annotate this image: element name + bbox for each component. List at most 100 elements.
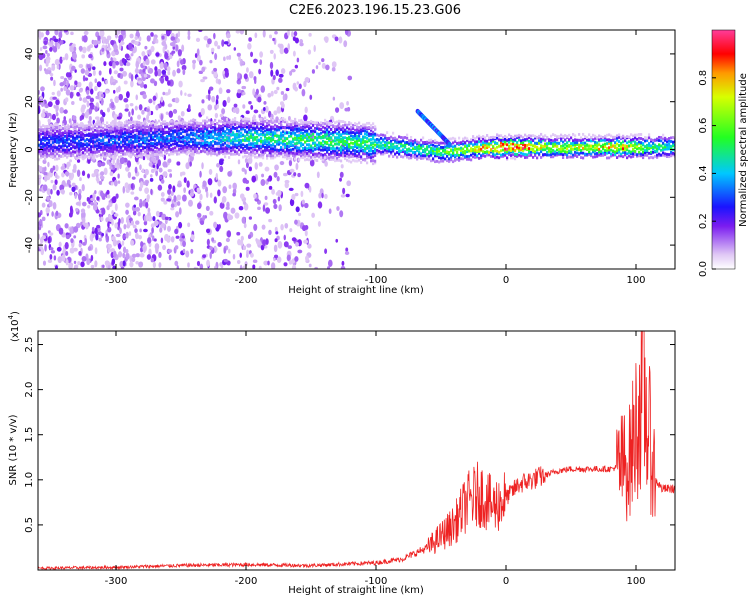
spectrogram-cell (400, 140, 403, 144)
spectrogram-cell (350, 160, 353, 164)
spectrogram-cell (202, 254, 207, 258)
spectrogram-cell (116, 145, 119, 149)
spectrogram-cell (486, 141, 489, 145)
spectrogram-cell (154, 138, 157, 142)
spectrogram-cell (135, 261, 139, 265)
spectrogram-cell (166, 235, 171, 243)
spectrogram-cell (268, 154, 271, 157)
spectrogram-cell (148, 147, 151, 151)
spectrogram-cell (154, 131, 157, 135)
spectrogram-cell (304, 202, 309, 209)
spectrogram-cell (237, 72, 241, 79)
spectrogram-cell (307, 49, 312, 55)
spectrogram-cell (254, 162, 258, 170)
spectrogram-cell (223, 56, 226, 62)
spectrogram-cell (462, 137, 465, 141)
spectrogram-cell (608, 133, 611, 137)
spectrogram-cell (178, 128, 181, 132)
spectrogram-cell (448, 150, 451, 154)
spectrogram-cell (190, 128, 193, 131)
spectrogram-cell (618, 154, 621, 158)
spectrogram-cell (148, 162, 153, 167)
spectrogram-cell (384, 140, 387, 144)
spectrogram-cell (288, 159, 293, 167)
spectrogram-cell (207, 38, 212, 45)
spectrogram-cell (306, 122, 309, 126)
spectrogram-cell (616, 156, 619, 159)
spectrogram-cell (236, 132, 239, 136)
spectrogram-cell (122, 123, 125, 127)
spectrogram-cell (300, 154, 303, 158)
spectrogram-cell (236, 231, 241, 236)
spectrogram-cell (248, 166, 252, 172)
spectrogram-cell (213, 32, 216, 40)
spectrogram-cell (82, 125, 85, 128)
spectrogram-cell (284, 181, 289, 189)
spectrogram-cell (344, 30, 349, 36)
spectrogram-cell (296, 81, 300, 85)
spectrogram-cell (232, 125, 235, 129)
spectrogram-cell (182, 68, 186, 76)
spectrogram-cell (344, 123, 347, 127)
spectrogram-cell (250, 134, 253, 138)
spectrogram-cell (492, 137, 495, 141)
spectrogram-cell (402, 150, 405, 154)
spectrogram-cell (158, 167, 163, 173)
spectrogram-cell (430, 159, 433, 163)
spectrogram-cell (276, 141, 279, 145)
spectrogram-cell (117, 243, 122, 250)
spectrogram-cell (253, 223, 258, 231)
spectrogram-cell (488, 153, 491, 157)
spectrogram-cell (178, 126, 181, 130)
spectrogram-cell (324, 160, 328, 167)
spectrogram-cell (470, 147, 473, 151)
spectrogram-cell (287, 43, 290, 51)
spectrogram-cell (44, 127, 47, 131)
spectrogram-cell (136, 144, 139, 148)
spectrogram-cell (374, 161, 377, 165)
spectrogram-cell (292, 151, 295, 155)
spectrogram-cell (74, 138, 77, 142)
spectrogram-cell (474, 156, 477, 159)
spectrogram-cell (277, 241, 283, 249)
spectrogram-cell (484, 150, 487, 154)
spectrogram-cell (226, 89, 231, 94)
spectrogram-cell (195, 37, 201, 42)
spectrogram-cell (168, 130, 171, 134)
spectrogram-cell (68, 184, 72, 188)
spectrogram-cell (122, 139, 125, 143)
spectrogram-cell (342, 138, 345, 141)
spectrogram-cell (301, 199, 305, 205)
spectrogram-cell (108, 146, 111, 150)
spectrogram-cell (306, 137, 309, 141)
spectrogram-cell (554, 152, 557, 156)
spectrogram-cell (312, 141, 315, 145)
spectrogram-cell (211, 70, 215, 75)
spectrogram-cell (50, 128, 53, 132)
spectrogram-cell (100, 97, 104, 106)
spectrogram-cell (530, 134, 533, 138)
spectrogram-cell (312, 129, 315, 133)
spectrogram-cell (256, 155, 259, 159)
spectrogram-cell (532, 147, 535, 151)
spectrogram-cell (460, 153, 463, 157)
spectrogram-cell (187, 104, 191, 111)
spectrogram-cell (53, 255, 57, 261)
spectrogram-cell (574, 143, 577, 146)
spectrogram-cell (100, 93, 105, 98)
spectrogram-cell (410, 148, 413, 152)
spectrogram-cell (336, 132, 339, 136)
spectrogram-cell (292, 140, 295, 144)
spectrogram-cell (462, 153, 465, 157)
spectrogram-cell (474, 148, 477, 152)
spectrogram-cell (254, 142, 257, 145)
spectrogram-cell (242, 143, 245, 147)
spectrogram-cell (312, 153, 315, 156)
spectrogram-cell (63, 109, 68, 114)
spectrogram-cell (78, 128, 81, 132)
spectrogram-cell (130, 138, 133, 142)
spectrogram-cell (152, 152, 155, 156)
spectrogram-cell (352, 142, 355, 145)
spectrogram-cell (282, 120, 285, 123)
spectrogram-cell (490, 139, 493, 142)
